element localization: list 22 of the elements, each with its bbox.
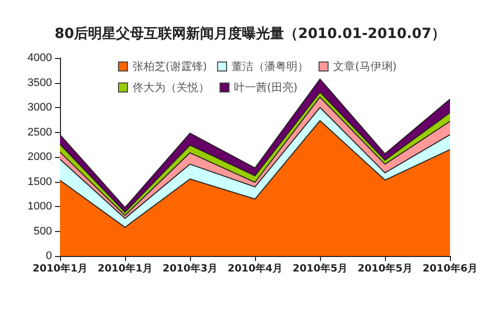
legend-label: 文章(马伊琍) <box>333 60 397 73</box>
legend-label: 张柏芝(谢霆锋) <box>132 60 208 73</box>
y-tick-label: 2500 <box>28 126 52 138</box>
y-tick-label: 1000 <box>28 200 52 212</box>
y-tick-label: 500 <box>34 225 52 238</box>
chart-title: 80后明星父母互联网新闻月度曝光量（2010.01-2010.07） <box>54 25 446 42</box>
legend-label: 叶一茜(田亮) <box>234 81 298 94</box>
x-tick-label: 2010年5月 <box>292 262 348 274</box>
x-tick-label: 2010年1月 <box>32 262 88 274</box>
legend-label: 董洁（潘粤明） <box>232 60 309 73</box>
y-tick-label: 1500 <box>28 176 52 188</box>
y-tick-label: 3000 <box>28 102 52 114</box>
x-tick-label: 2010年4月 <box>228 262 282 274</box>
y-tick-label: 0 <box>46 250 52 262</box>
x-tick-label: 2010年6月 <box>422 262 478 274</box>
y-tick-label: 3500 <box>28 76 52 89</box>
legend-label: 佟大为（关悦） <box>132 81 210 94</box>
x-tick-label: 2010年5月 <box>358 262 412 274</box>
x-tick-label: 2010年3月 <box>162 262 218 274</box>
y-tick-label: 4000 <box>28 52 52 64</box>
y-tick-label: 2000 <box>28 151 52 163</box>
x-tick-label: 2010年1月 <box>98 262 152 274</box>
